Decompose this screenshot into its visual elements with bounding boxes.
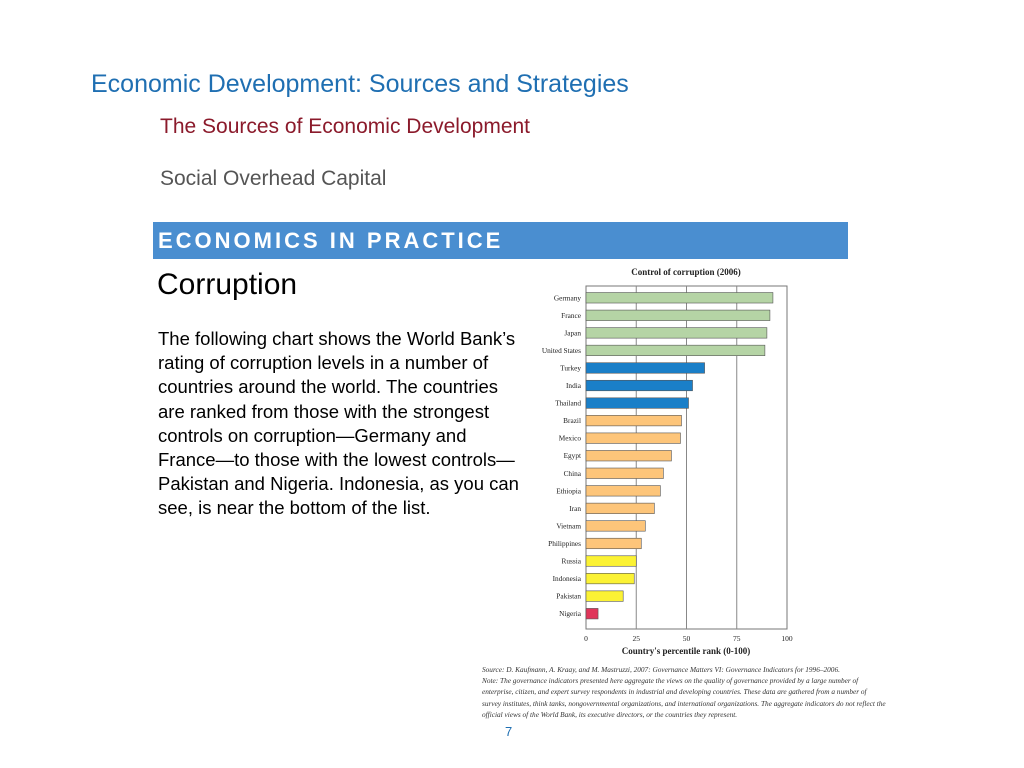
bar-philippines	[585, 537, 642, 550]
bar-pakistan	[585, 590, 624, 602]
category-label: Germany	[554, 293, 582, 302]
economics-in-practice-banner: ECONOMICS IN PRACTICE	[153, 222, 848, 259]
box-heading: Corruption	[157, 268, 298, 301]
bar-iran	[585, 502, 655, 514]
bar-vietnam	[585, 520, 646, 532]
chart-note: Note: The governance indicators presente…	[482, 676, 886, 719]
corruption-bar-chart: Germany France Japan United States Turkey Ind…	[542, 267, 793, 656]
chart-source-note: Source: D. Kaufmann, A. Kraay, and M. Ma…	[482, 664, 886, 720]
x-tick-label: 0	[584, 634, 588, 643]
category-label: United States	[542, 346, 581, 355]
category-label: Indonesia	[553, 574, 582, 583]
chart-title: Control of corruption (2006)	[631, 267, 741, 277]
bar-nigeria	[585, 608, 599, 620]
category-label: China	[564, 469, 582, 478]
bar-turkey	[585, 362, 705, 374]
bar-china	[585, 467, 664, 479]
category-label: Russia	[562, 557, 582, 566]
chart-x-axis-label: Country's percentile rank (0-100)	[622, 646, 751, 656]
category-label: Mexico	[559, 434, 582, 443]
bar-brazil	[585, 415, 682, 427]
x-tick-label: 75	[733, 634, 741, 643]
bar-mexico	[585, 432, 681, 444]
section-title: Social Overhead Capital	[160, 167, 387, 190]
bar-indonesia	[585, 573, 635, 585]
source-citation: Source: D. Kaufmann, A. Kraay, and M. Ma…	[482, 665, 840, 674]
bar-thailand	[585, 397, 689, 409]
category-label: Egypt	[564, 451, 581, 460]
slide-title: Economic Development: Sources and Strate…	[91, 70, 629, 98]
bar-egypt	[585, 450, 672, 462]
category-label: Japan	[564, 328, 581, 337]
category-label: Philippines	[548, 539, 581, 548]
category-label: Nigeria	[559, 609, 582, 618]
body-paragraph: The following chart shows the World Bank…	[158, 328, 519, 519]
category-label: Ethiopia	[556, 486, 581, 495]
bar-united-states	[585, 344, 766, 356]
bar-ethiopia	[585, 485, 661, 497]
bar-japan	[585, 327, 768, 339]
bar-germany	[585, 292, 774, 304]
category-label: Vietnam	[556, 521, 581, 530]
bar-france	[585, 309, 771, 321]
category-label: Brazil	[563, 416, 581, 425]
category-label: Iran	[569, 504, 581, 513]
category-label: France	[561, 311, 581, 320]
category-label: Thailand	[555, 399, 581, 408]
bar-india	[585, 379, 693, 392]
category-label: Turkey	[560, 363, 581, 372]
x-tick-label: 25	[633, 634, 641, 643]
category-label: Pakistan	[556, 592, 581, 601]
bar-russia	[585, 555, 637, 567]
slide-subtitle: The Sources of Economic Development	[160, 115, 531, 138]
x-tick-label: 100	[781, 634, 793, 643]
x-tick-label: 50	[683, 634, 691, 643]
category-label: India	[566, 381, 582, 390]
page-number: 7	[505, 724, 513, 739]
